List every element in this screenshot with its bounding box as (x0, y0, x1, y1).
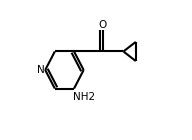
Text: N: N (37, 65, 45, 75)
Text: NH2: NH2 (73, 92, 95, 102)
Text: O: O (99, 19, 107, 30)
